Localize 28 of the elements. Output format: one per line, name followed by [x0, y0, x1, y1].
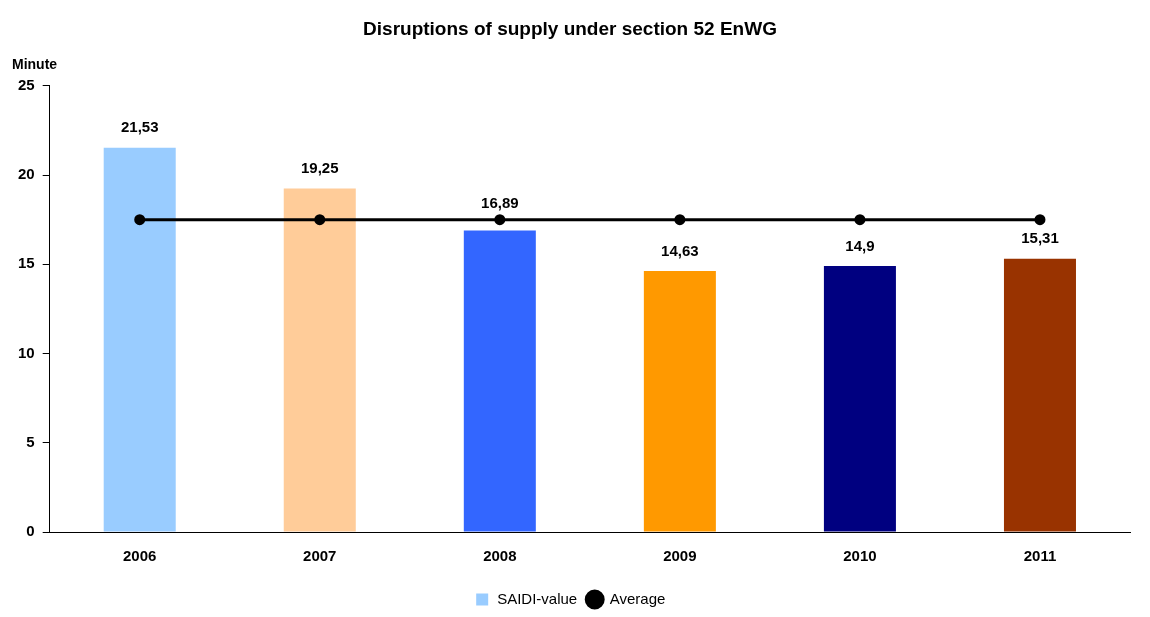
bar [643, 270, 716, 532]
y-tick-label: 15 [18, 254, 35, 272]
y-tick-label: 0 [26, 522, 35, 540]
y-tick-label: 25 [18, 75, 35, 93]
y-axis-title: Minute [12, 55, 58, 72]
legend-label: SAIDI-value [497, 589, 578, 607]
data-label: 14,63 [661, 241, 699, 259]
x-tick-label: 2009 [663, 547, 697, 565]
bar [463, 230, 536, 532]
x-tick-label: 2007 [303, 547, 337, 565]
bar [1003, 258, 1076, 532]
x-tick-label: 2010 [843, 547, 877, 565]
data-label: 21,53 [120, 118, 159, 136]
y-tick-label: 5 [26, 432, 35, 450]
bar [283, 188, 356, 532]
data-label: 16,89 [481, 194, 519, 212]
y-tick-label: 10 [18, 343, 35, 361]
data-label: 14,9 [845, 236, 875, 254]
x-tick-label: 2008 [483, 547, 517, 565]
chart-title: Disruptions of supply under section 52 EnWG [363, 17, 777, 39]
y-tick-label: 20 [18, 165, 35, 183]
x-tick-label: 2011 [1023, 547, 1057, 565]
data-label: 15,31 [1021, 229, 1059, 247]
bar [823, 266, 896, 532]
bar [103, 147, 176, 532]
x-tick-label: 2006 [123, 547, 157, 565]
legend-label: Average [609, 589, 666, 607]
data-label: 19,25 [300, 159, 339, 177]
